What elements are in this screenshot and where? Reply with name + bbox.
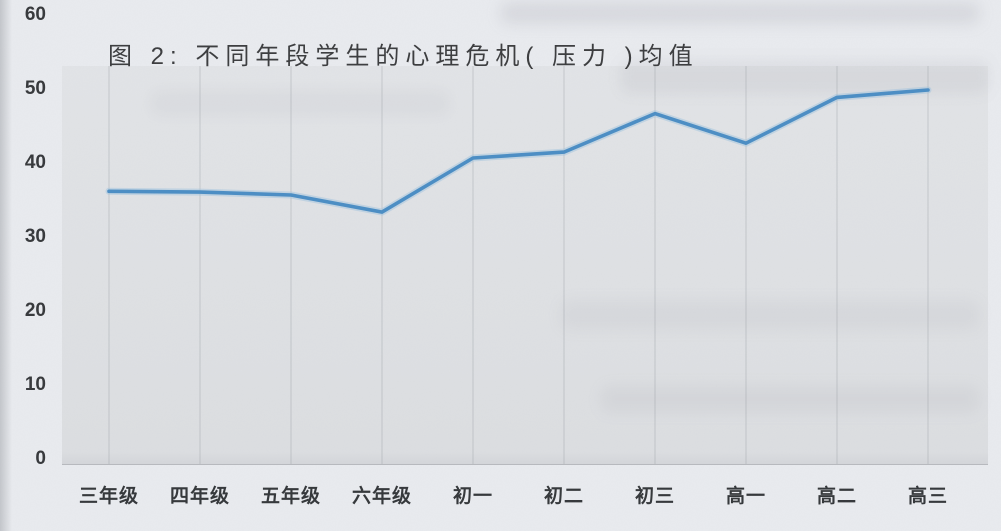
- scanned-page: 图 2: 不同年段学生的心理危机( 压力 )均值 0102030405060 三…: [0, 0, 1001, 531]
- line-chart: 0102030405060 三年级四年级五年级六年级初一初二初三高一高二高三: [0, 0, 1001, 531]
- scan-noise-overlay: [0, 0, 1001, 531]
